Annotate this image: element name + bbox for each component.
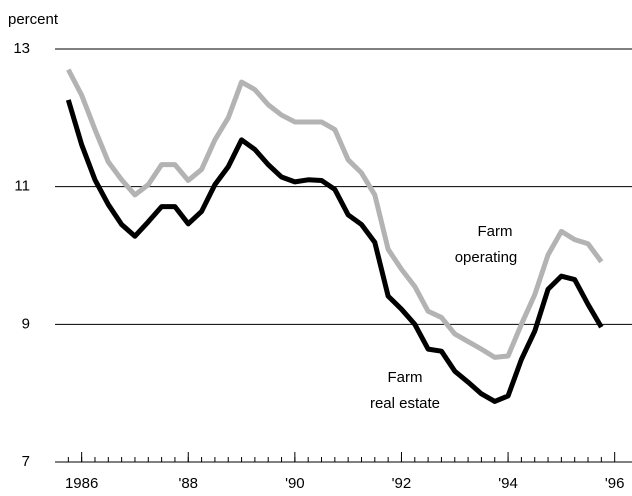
x-tick-label: '96	[605, 475, 625, 492]
x-tick-label: '88	[178, 475, 198, 492]
y-tick-label: 11	[14, 178, 30, 195]
line-series	[66, 68, 604, 360]
series-annotation: Farm	[478, 223, 513, 240]
series-annotation: operating	[455, 249, 518, 266]
x-tick-label: '92	[392, 475, 412, 492]
series-annotation: Farm	[388, 369, 423, 386]
x-tick-label: 1986	[65, 475, 98, 492]
y-tick-label: 9	[22, 315, 30, 332]
series-annotation: real estate	[370, 395, 440, 412]
x-tick-label: '94	[498, 475, 518, 492]
y-tick-label: 13	[13, 40, 30, 57]
x-tick-label: '90	[285, 475, 305, 492]
y-tick-label: 7	[22, 453, 30, 470]
line-series	[65, 99, 604, 404]
y-axis-label: percent	[8, 11, 59, 28]
